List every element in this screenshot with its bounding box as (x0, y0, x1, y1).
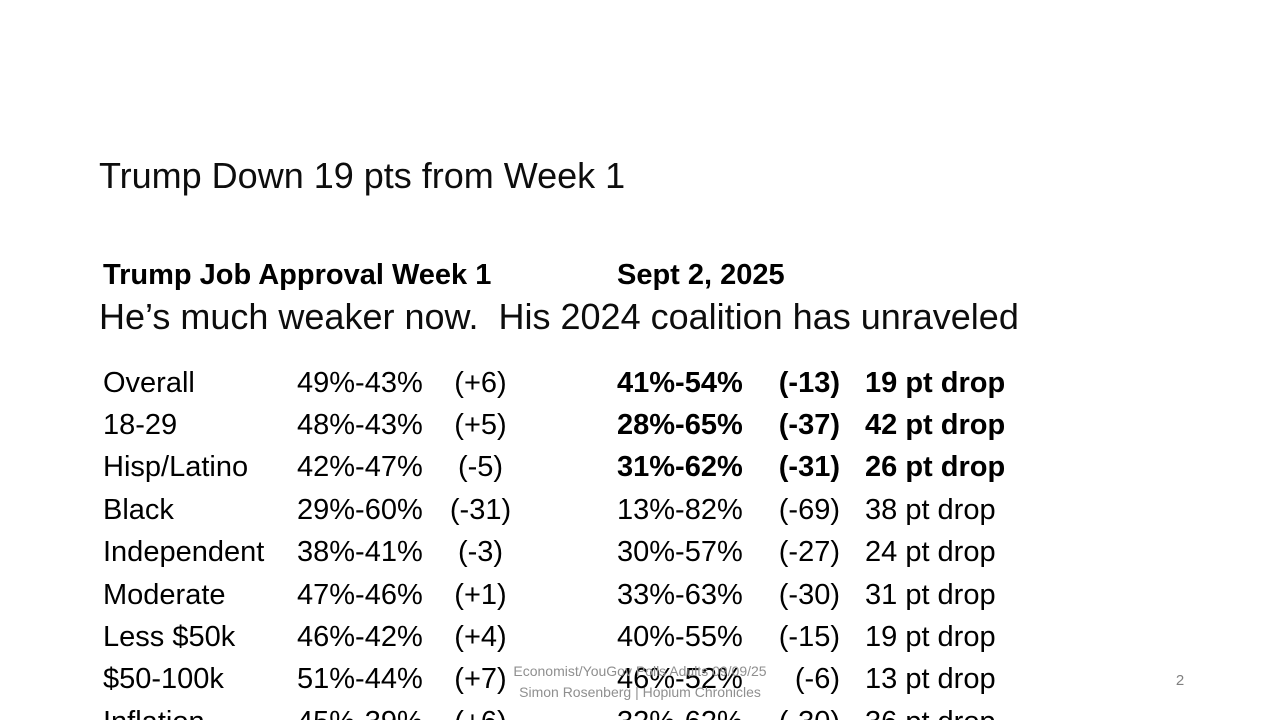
row-label: Black (103, 493, 174, 526)
sept2-margin: (-69) (778, 493, 840, 526)
week1-result: 51%-44% (297, 663, 423, 696)
column-header-sept2: Sept 2, 2025 (617, 258, 785, 291)
sept2-margin: (-27) (778, 536, 840, 569)
week1-margin: (+6) (454, 366, 507, 399)
table-row: Black 29%-60% (-31) 13%-82% (-69) 38 pt drop (103, 489, 1035, 531)
sept2-margin: (-37) (778, 409, 840, 442)
table-row: Independent 38%-41% (-3) 30%-57% (-27) 24 pt … (103, 532, 1035, 574)
row-label: Inflation (103, 706, 297, 720)
week1-result: 48%-43% (297, 409, 423, 442)
sept2-result: 30%-57% (617, 536, 743, 569)
table-row: Overall 49%-43% (+6) 41%-54% (-13) 19 pt drop (103, 362, 1035, 404)
date-note (518, 380, 617, 387)
week1-margin: (+6) (443, 706, 518, 720)
week1-margin: (-5) (457, 451, 504, 484)
week1-result: 47%-46% (297, 578, 423, 611)
week1-result: 42%-47% (297, 451, 423, 484)
date-note (518, 464, 617, 471)
sept2-result: 13%-82% (617, 493, 743, 526)
drop-amount: 24 pt drop (865, 536, 996, 569)
row-label: Moderate (103, 578, 226, 611)
table-row: Hisp/Latino 42%-47% (-5) 31%-62% (-31) 26 pt … (103, 447, 1035, 489)
date-note (518, 592, 617, 599)
sept2-result: 28%-65% (617, 409, 743, 442)
date-note (518, 422, 617, 429)
table-row: Inflation45%-39%(+6) 32%-62%(-30)36 pt dr… (103, 701, 1035, 720)
row-label: Independent (103, 536, 265, 569)
sept2-result: 40%-55% (617, 621, 743, 654)
table-row: $50-100k 51%-44% (+7) 46%-52% (-6) 13 pt drop (103, 659, 1035, 701)
poll-comparison-table: Trump Job Approval Week 1 Sept 2, 2025 O… (103, 188, 1035, 720)
row-label: Hisp/Latino (103, 451, 249, 484)
page-number: 2 (1175, 672, 1185, 689)
sept2-margin: (-30) (778, 578, 840, 611)
table-row: Less $50k 46%-42% (+4) 40%-55% (-15) 19 pt dr… (103, 616, 1035, 658)
row-label: $50-100k (103, 663, 224, 696)
week1-margin: (-3) (457, 536, 504, 569)
date-note (518, 549, 617, 556)
date-note (518, 634, 617, 641)
row-label: Less $50k (103, 621, 236, 654)
week1-result: 45%-39% (297, 706, 443, 720)
drop-amount: 31 pt drop (865, 578, 996, 611)
column-header-week1: Trump Job Approval Week 1 (103, 258, 492, 291)
drop-amount: 19 pt drop (865, 366, 1006, 399)
sept2-result: 32%-62% (617, 706, 770, 720)
week1-margin: (+7) (454, 663, 507, 696)
week1-margin: (+5) (454, 409, 507, 442)
drop-amount: 13 pt drop (865, 663, 996, 696)
week1-margin: (+4) (454, 621, 507, 654)
week1-result: 49%-43% (297, 366, 423, 399)
slide-footer: Economist/YouGov Polls Adults 09/09/25 S… (0, 661, 1280, 703)
table-row: Moderate 47%-46% (+1) 33%-63% (-30) 31 pt dro… (103, 574, 1035, 616)
sept2-margin: (-30) (770, 706, 840, 720)
title-line-2: He’s much weaker now. His 2024 coalition… (99, 296, 1019, 337)
footer-author-line: Simon Rosenberg | Hopium Chronicles (519, 684, 761, 700)
week1-margin: (-31) (449, 493, 512, 526)
sept2-result: 46%-52% (617, 663, 743, 696)
table-row: 18-29 48%-43% (+5) 28%-65% (-37) 42 pt drop (103, 404, 1035, 446)
sept2-result: 33%-63% (617, 578, 743, 611)
slide-title: Trump Down 19 pts from Week 1 He’s much … (99, 58, 1019, 434)
drop-amount: 42 pt drop (865, 409, 1006, 442)
row-label: 18-29 (103, 409, 178, 442)
row-label: Overall (103, 366, 195, 399)
drop-amount: 26 pt drop (865, 451, 1006, 484)
sept2-result: 31%-62% (617, 451, 743, 484)
date-note (518, 507, 617, 514)
sept2-margin: (-6) (794, 663, 840, 696)
sept2-margin: (-13) (778, 366, 840, 399)
sept2-margin: (-15) (778, 621, 840, 654)
drop-amount: 38 pt drop (865, 493, 996, 526)
week1-result: 29%-60% (297, 493, 423, 526)
sept2-result: 41%-54% (617, 366, 743, 399)
title-line-1: Trump Down 19 pts from Week 1 (99, 155, 626, 196)
table-body: Overall 49%-43% (+6) 41%-54% (-13) 19 pt drop… (103, 362, 1035, 720)
footer-source-line: Economist/YouGov Polls Adults 09/09/25 (513, 663, 767, 679)
week1-margin: (+1) (454, 578, 507, 611)
week1-result: 38%-41% (297, 536, 423, 569)
week1-result: 46%-42% (297, 621, 423, 654)
sept2-margin: (-31) (778, 451, 840, 484)
table-header-row: Trump Job Approval Week 1 Sept 2, 2025 (103, 254, 1035, 296)
drop-amount: 36 pt drop (840, 706, 1035, 720)
drop-amount: 19 pt drop (865, 621, 996, 654)
